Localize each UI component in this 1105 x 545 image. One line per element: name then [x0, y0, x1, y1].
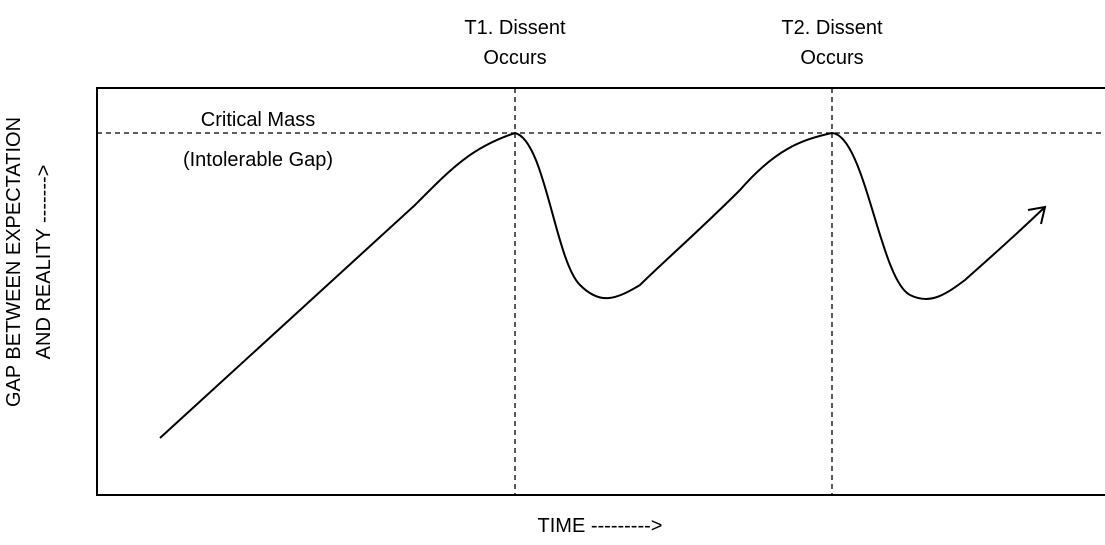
- event-label: Occurs: [483, 47, 546, 69]
- event-label: Occurs: [800, 47, 863, 69]
- gap-curve: [159, 131, 1046, 439]
- event-label: T2. Dissent: [781, 17, 883, 39]
- y-axis-label: AND REALITY ------->: [33, 165, 55, 360]
- arrow-head: [1027, 205, 1047, 225]
- event-label: T1. Dissent: [464, 17, 566, 39]
- y-axis-label: GAP BETWEEN EXPECTATION: [3, 117, 25, 407]
- x-axis-label: TIME --------->: [538, 515, 663, 537]
- plot-frame: [96, 87, 1105, 496]
- threshold-label: (Intolerable Gap): [183, 149, 333, 171]
- threshold-label: Critical Mass: [201, 109, 315, 131]
